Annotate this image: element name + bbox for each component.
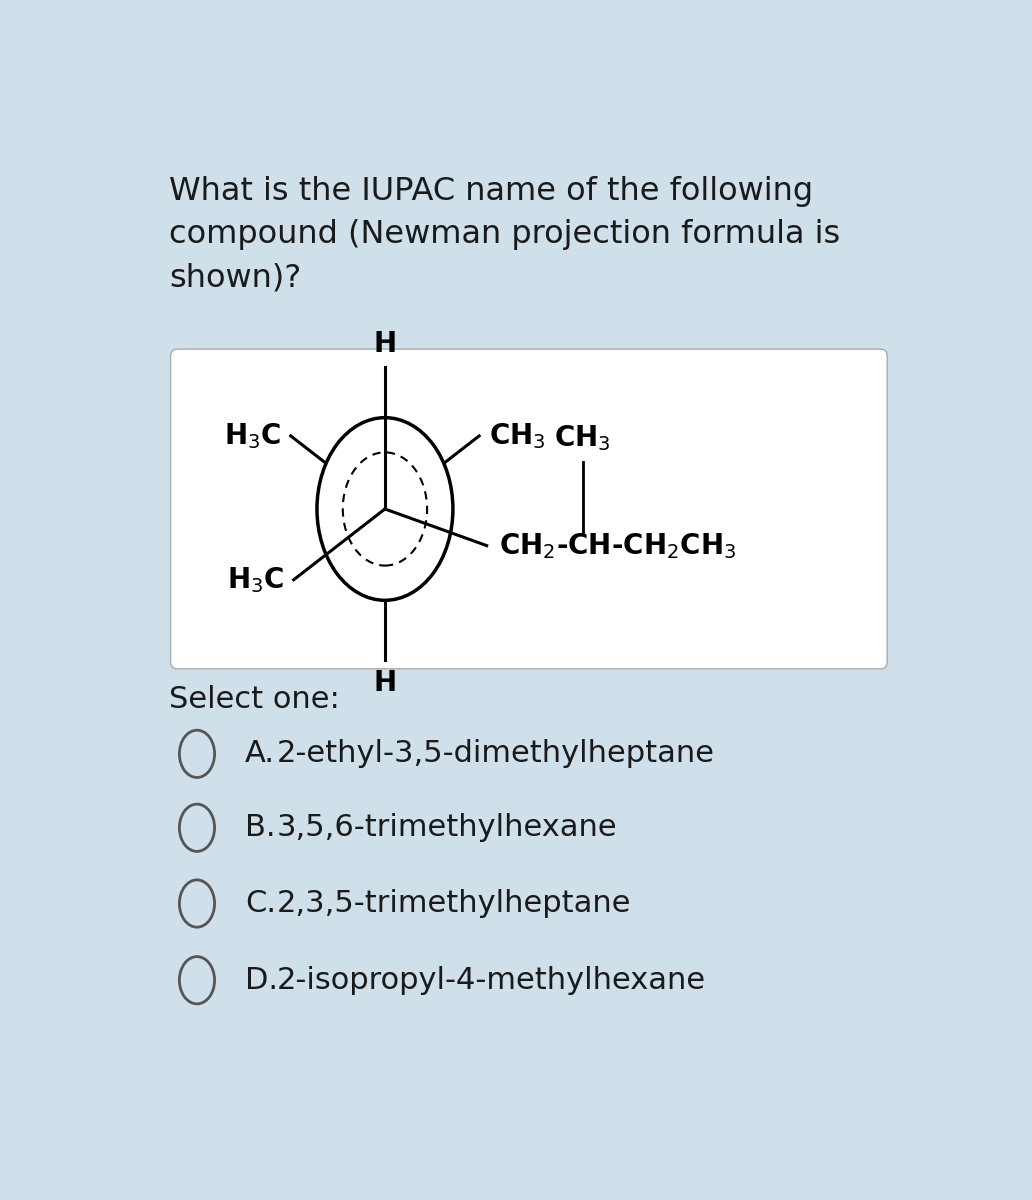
Text: C.: C. (245, 889, 276, 918)
Text: Select one:: Select one: (169, 684, 340, 714)
FancyBboxPatch shape (170, 349, 888, 668)
Text: CH$_3$: CH$_3$ (554, 424, 611, 454)
Text: A.: A. (245, 739, 275, 768)
Text: 2,3,5-trimethylheptane: 2,3,5-trimethylheptane (277, 889, 632, 918)
Ellipse shape (317, 418, 453, 600)
Text: H: H (374, 668, 396, 697)
Text: CH$_3$: CH$_3$ (489, 421, 546, 451)
Ellipse shape (180, 880, 215, 928)
Ellipse shape (180, 804, 215, 851)
Text: 2-ethyl-3,5-dimethylheptane: 2-ethyl-3,5-dimethylheptane (277, 739, 715, 768)
Text: 3,5,6-trimethylhexane: 3,5,6-trimethylhexane (277, 814, 617, 842)
Text: What is the IUPAC name of the following
compound (Newman projection formula is
s: What is the IUPAC name of the following … (169, 176, 840, 293)
Text: CH$_2$-CH-CH$_2$CH$_3$: CH$_2$-CH-CH$_2$CH$_3$ (498, 530, 736, 560)
Text: H: H (374, 330, 396, 359)
Text: D.: D. (245, 966, 278, 995)
Ellipse shape (180, 731, 215, 778)
Text: 2-isopropyl-4-methylhexane: 2-isopropyl-4-methylhexane (277, 966, 706, 995)
Text: H$_3$C: H$_3$C (224, 421, 281, 451)
Ellipse shape (180, 956, 215, 1004)
Text: B.: B. (245, 814, 276, 842)
Text: H$_3$C: H$_3$C (227, 565, 284, 595)
